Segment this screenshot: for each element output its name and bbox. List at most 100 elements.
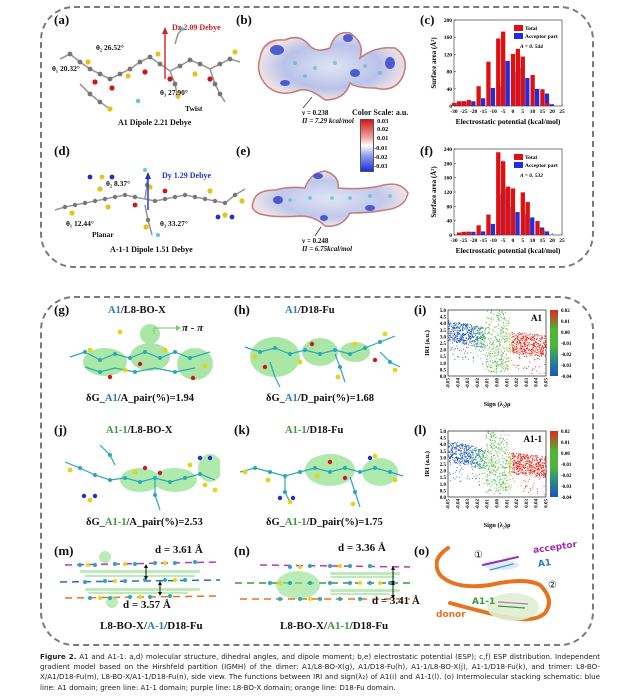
scatter-point [502, 318, 504, 320]
bottom-panel-frame [40, 296, 594, 646]
scatter-point [478, 333, 480, 334]
scatter-point [475, 335, 477, 337]
scatter-point [497, 455, 499, 457]
scatter-point [510, 344, 512, 346]
scatter-point [535, 354, 537, 356]
scatter-point [484, 345, 486, 347]
y-tick-label: 40 [447, 219, 453, 225]
scatter-point [505, 324, 507, 326]
scatter-point [531, 347, 533, 349]
trimer-part-acceptor: A1-1 [327, 620, 350, 632]
scatter-point [524, 353, 526, 355]
scatter-point [483, 450, 485, 452]
esp-colorbar [360, 119, 374, 172]
scatter-point [490, 458, 492, 460]
y-tick-label: 240 [444, 147, 453, 153]
scatter-point [473, 328, 475, 330]
scatter-point [502, 366, 504, 368]
scatter-point [495, 467, 497, 469]
scatter-point [534, 337, 535, 339]
scatter-point [481, 326, 482, 328]
scatter-point [460, 324, 462, 326]
scatter-point [472, 357, 474, 359]
scatter-point [529, 467, 531, 468]
scatter-point [517, 460, 519, 462]
scatter-point [507, 369, 509, 371]
scatter-point [456, 476, 458, 478]
scatter-point [462, 343, 464, 345]
igmh-dimer-j [64, 444, 220, 511]
scatter-point [513, 352, 515, 354]
scatter-point [453, 337, 455, 339]
scatter-point [491, 460, 492, 462]
scatter-point [473, 328, 475, 329]
scatter-point [493, 319, 495, 321]
scatter-point [537, 466, 539, 468]
scatter-point [498, 340, 500, 342]
scatter-point [449, 451, 451, 453]
scatter-point [480, 450, 481, 452]
scatter-point [544, 344, 546, 346]
scatter-point [513, 349, 515, 351]
scatter-point [526, 334, 528, 336]
scatter-point [539, 459, 541, 461]
scatter-point [540, 348, 542, 350]
scatter-point [492, 342, 494, 344]
scatter-point [522, 453, 524, 455]
scatter-point [463, 334, 465, 336]
scatter-point [542, 353, 544, 355]
scatter-point [480, 448, 482, 450]
scatter-point [493, 369, 495, 371]
scatter-point [509, 341, 511, 343]
scatter-point [518, 352, 520, 353]
scatter-point [530, 352, 532, 354]
scatter-point [495, 362, 497, 363]
scatter-point [452, 455, 454, 457]
scatter-point [473, 327, 475, 328]
scatter-point [488, 365, 490, 367]
scatter-point [537, 461, 539, 463]
scatter-point [485, 461, 487, 463]
scatter-point [497, 451, 499, 453]
scatter-point [502, 466, 504, 468]
scatter-point [462, 462, 464, 464]
scatter-point [495, 490, 497, 492]
scatter-point [472, 456, 474, 458]
nu-value-b: ν = 0.238 [302, 109, 329, 117]
scatter-point [456, 332, 458, 334]
y-tick-label: 0.5 [440, 368, 447, 373]
scatter-point [499, 489, 501, 491]
scatter-point [507, 463, 509, 465]
scatter-point [475, 343, 477, 344]
scatter-point [493, 344, 495, 346]
scatter-point [494, 437, 496, 439]
scatter-point [505, 320, 507, 321]
scatter-point [543, 474, 545, 476]
scatter-point [458, 330, 460, 332]
scatter-point [520, 334, 522, 335]
scatter-point [488, 483, 490, 485]
scatter-point [512, 455, 513, 457]
bar-acceptor [490, 87, 496, 106]
x-tick-label: -20 [470, 109, 478, 115]
scatter-point [491, 348, 493, 350]
scatter-point [545, 353, 547, 354]
scatter-point [479, 455, 481, 457]
scatter-point [530, 467, 532, 469]
scatter-point [468, 335, 470, 337]
scatter-point [458, 323, 460, 324]
scatter-point [456, 340, 458, 342]
scatter-point [538, 464, 540, 466]
scatter-point [459, 444, 461, 446]
scatter-point [497, 353, 499, 355]
scatter-point [527, 457, 529, 458]
scatter-point [525, 338, 527, 340]
scatter-point [536, 464, 538, 466]
scatter-point [480, 347, 482, 349]
scatter-point [544, 475, 546, 477]
scatter-point [453, 326, 455, 327]
scatter-point [452, 446, 454, 448]
scatter-point [505, 467, 507, 469]
scatter-point [463, 325, 465, 327]
scatter-point [532, 473, 534, 475]
